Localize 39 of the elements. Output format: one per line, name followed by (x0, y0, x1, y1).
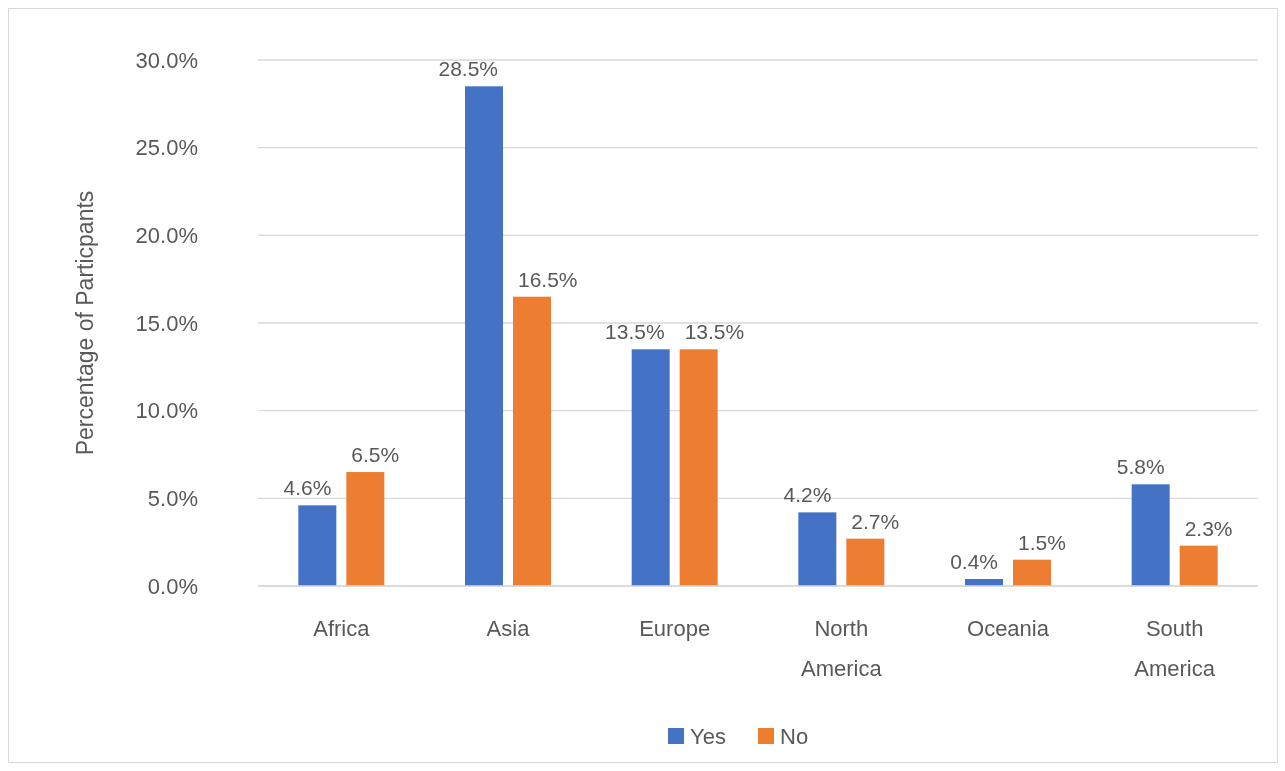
legend-label: Yes (690, 723, 726, 749)
y-tick-label: 10.0% (135, 398, 198, 424)
data-label: 1.5% (1018, 530, 1066, 554)
data-label: 6.5% (351, 443, 400, 467)
x-tick-label: Europe (639, 616, 711, 641)
data-label: 2.3% (1184, 516, 1233, 540)
bar (679, 349, 718, 586)
data-label: 16.5% (518, 267, 578, 291)
data-label: 0.4% (950, 549, 998, 573)
x-tick-label: South America (1134, 616, 1216, 681)
y-tick-label: 25.0% (135, 135, 198, 161)
data-label: 2.7% (851, 509, 900, 533)
bar (1013, 559, 1051, 586)
y-axis-title: Percentage of Particpants (72, 190, 98, 456)
y-tick-label: 20.0% (135, 223, 198, 249)
data-label: 13.5% (605, 320, 665, 344)
bar (1131, 484, 1170, 586)
y-tick-label: 5.0% (147, 486, 198, 512)
data-label: 13.5% (684, 320, 745, 344)
legend-label: No (780, 723, 809, 749)
y-tick-label: 30.0% (135, 47, 198, 73)
bar (513, 296, 551, 586)
bar (465, 86, 503, 586)
data-label: 28.5% (438, 57, 498, 81)
data-label: 4.2% (783, 483, 832, 507)
y-tick-label: 0.0% (147, 573, 198, 599)
data-label: 5.8% (1116, 455, 1165, 479)
x-tick-label: North America (800, 616, 883, 681)
bar (346, 472, 385, 586)
bar (298, 505, 337, 586)
x-tick-label: Africa (313, 616, 371, 641)
x-tick-label: Asia (486, 616, 531, 641)
y-tick-label: 15.0% (135, 310, 198, 336)
bar (631, 349, 670, 586)
x-tick-label: Oceania (967, 616, 1050, 641)
bar (798, 512, 837, 586)
bar (846, 538, 885, 586)
bar (1179, 545, 1218, 586)
data-label: 4.6% (283, 476, 332, 500)
